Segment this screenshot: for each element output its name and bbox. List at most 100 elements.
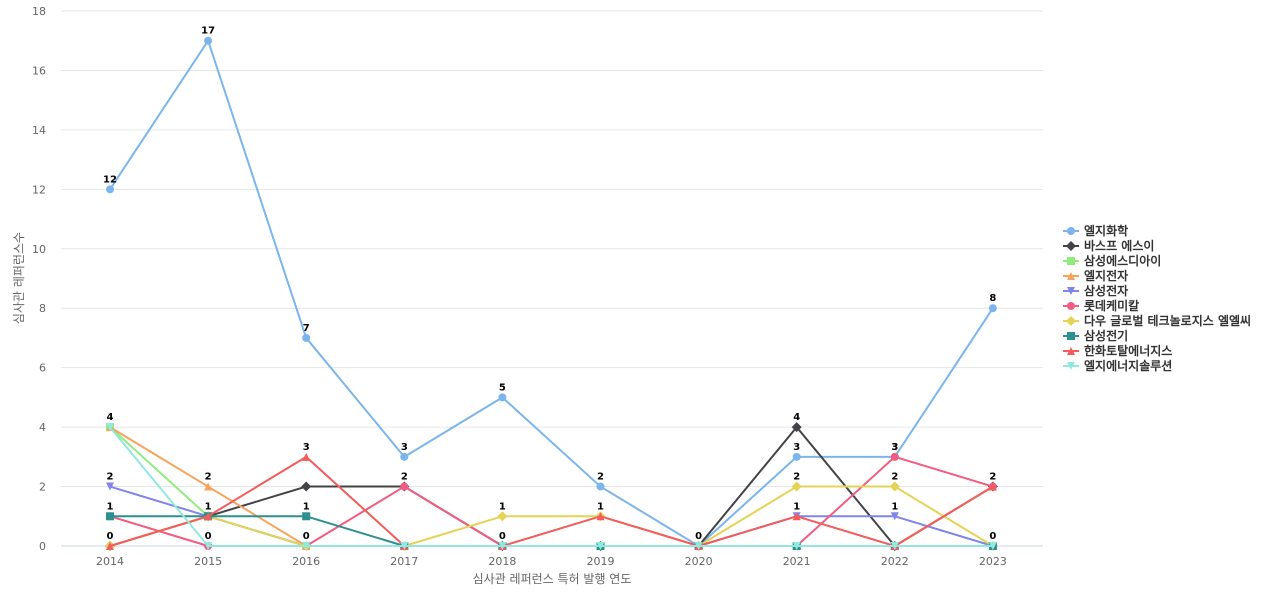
data-point	[400, 542, 409, 550]
legend-marker	[1067, 347, 1075, 355]
legend-item[interactable]: 롯데케미칼	[1063, 298, 1139, 313]
legend-item[interactable]: 다우 글로벌 테크놀로지스 엘엘씨	[1063, 313, 1251, 328]
legend-marker	[1067, 332, 1075, 340]
y-tick-label: 16	[32, 64, 46, 77]
x-tick-label: 2014	[96, 555, 124, 568]
data-point	[400, 452, 409, 461]
legend-label: 한화토탈에너지스	[1084, 343, 1172, 358]
legend-marker	[1067, 362, 1075, 370]
data-label: 3	[793, 442, 800, 453]
legend-item[interactable]: 엘지화학	[1063, 223, 1128, 238]
y-tick-label: 4	[39, 421, 46, 434]
data-point	[106, 482, 114, 491]
legend-marker	[1067, 302, 1075, 310]
data-label: 3	[303, 442, 310, 453]
data-point	[890, 542, 899, 550]
legend-label: 바스프 에스이	[1084, 238, 1154, 253]
legend-label: 엘지에너지솔루션	[1084, 358, 1172, 373]
series-line	[109, 485, 994, 547]
data-label: 0	[205, 531, 212, 542]
x-tick-label: 2020	[685, 555, 713, 568]
y-tick-label: 18	[32, 5, 46, 18]
data-point	[302, 512, 311, 521]
data-label: 1	[499, 501, 506, 512]
data-label: 1	[107, 501, 114, 512]
data-point	[596, 512, 605, 521]
data-label: 2	[597, 472, 604, 483]
data-point	[498, 542, 507, 550]
data-label: 3	[891, 442, 898, 453]
data-point	[791, 422, 802, 433]
legend-item[interactable]: 삼성전기	[1063, 328, 1128, 343]
legend-item[interactable]: 한화토탈에너지스	[1063, 343, 1172, 358]
data-point	[204, 512, 213, 521]
data-label: 0	[989, 531, 996, 542]
legend-label: 롯데케미칼	[1084, 298, 1139, 313]
data-label: 7	[303, 323, 310, 334]
data-point	[301, 481, 312, 492]
data-point	[890, 452, 899, 461]
legend-item[interactable]: 엘지전자	[1063, 268, 1128, 283]
x-tick-label: 2023	[979, 555, 1007, 568]
legend-item[interactable]: 바스프 에스이	[1063, 238, 1154, 253]
data-point	[596, 542, 605, 550]
x-tick-label: 2019	[587, 555, 615, 568]
data-point	[596, 482, 605, 491]
x-axis-title: 심사관 레퍼런스 특허 발행 연도	[473, 571, 632, 586]
data-point	[106, 512, 114, 521]
grid-lines	[61, 10, 1043, 488]
data-label: 0	[107, 531, 114, 542]
data-label: 1	[303, 501, 310, 512]
data-label: 3	[891, 442, 898, 453]
data-label: 1	[205, 501, 212, 512]
data-label: 17	[201, 26, 215, 37]
legend-marker	[1067, 227, 1075, 235]
data-label: 2	[989, 472, 996, 483]
y-tick-label: 2	[39, 481, 46, 494]
data-label: 4	[793, 412, 800, 423]
data-point	[792, 542, 801, 550]
legend-label: 삼성에스디아이	[1084, 253, 1161, 268]
series-line	[109, 455, 994, 547]
data-label: 2	[205, 472, 212, 483]
legend-label: 삼성전기	[1084, 328, 1128, 343]
series-line	[109, 455, 994, 547]
y-axis-title: 심사관 레퍼런스수	[12, 232, 26, 324]
legend-item[interactable]: 엘지에너지솔루션	[1063, 358, 1172, 373]
data-point	[204, 542, 213, 550]
data-label: 8	[989, 293, 996, 304]
data-point	[204, 482, 213, 491]
x-tick-label: 2016	[292, 555, 320, 568]
series-lines	[105, 36, 998, 551]
x-tick-label: 2021	[783, 555, 811, 568]
data-label: 1	[597, 501, 604, 512]
legend-marker	[1067, 287, 1075, 295]
data-point	[106, 423, 114, 432]
y-tick-label: 6	[39, 362, 46, 375]
data-point	[400, 482, 409, 491]
y-tick-label: 0	[39, 540, 46, 553]
data-point	[792, 452, 801, 461]
data-label: 2	[107, 472, 114, 483]
legend-label: 엘지전자	[1084, 268, 1128, 283]
data-label: 0	[695, 531, 702, 542]
legend-marker	[1066, 241, 1076, 251]
y-tick-label: 12	[32, 183, 46, 196]
legend-label: 다우 글로벌 테크놀로지스 엘엘씨	[1084, 313, 1251, 328]
legend-item[interactable]: 삼성전자	[1063, 283, 1128, 298]
data-label: 5	[499, 382, 506, 393]
data-point	[889, 481, 900, 492]
data-point	[497, 511, 508, 522]
data-label: 2	[793, 472, 800, 483]
legend-label: 엘지화학	[1084, 223, 1128, 238]
legend-label: 삼성전자	[1084, 283, 1128, 298]
data-point	[498, 393, 507, 402]
x-tick-label: 2018	[488, 555, 516, 568]
y-tick-label: 8	[39, 302, 46, 315]
y-tick-label: 10	[32, 243, 46, 256]
legend-item[interactable]: 삼성에스디아이	[1063, 253, 1161, 268]
legend-marker	[1066, 316, 1076, 326]
